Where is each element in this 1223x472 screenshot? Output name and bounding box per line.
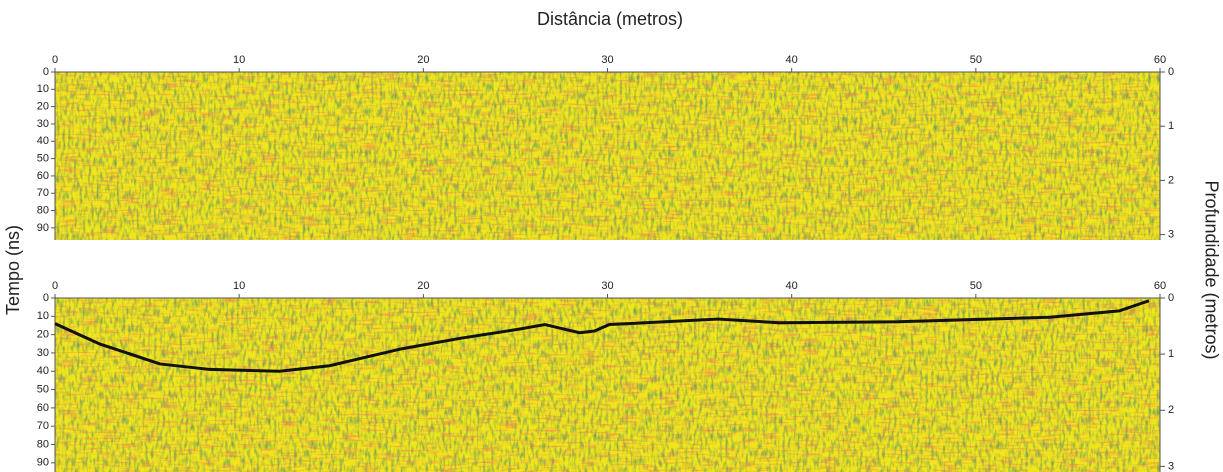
x-tick-label: 0 (52, 280, 58, 292)
y2-tick-label: 1 (1168, 348, 1174, 360)
y-tick-label: 70 (37, 187, 49, 199)
x-tick-label: 50 (970, 54, 982, 66)
y-tick-label: 90 (37, 222, 49, 234)
x-tick-label: 40 (786, 280, 798, 292)
y-tick-label: 60 (37, 402, 49, 414)
x-tick-label: 0 (52, 54, 58, 66)
y-tick-label: 20 (37, 101, 49, 113)
y-axis-label: Tempo (ns) (3, 225, 23, 315)
y-tick-label: 0 (43, 66, 49, 78)
y-tick-label: 10 (37, 83, 49, 95)
y2-tick-label: 0 (1168, 66, 1174, 78)
y-tick-label: 20 (37, 329, 49, 341)
x-tick-label: 50 (970, 280, 982, 292)
y2-tick-label: 3 (1168, 228, 1174, 240)
x-axis-label: Distância (metros) (537, 9, 683, 29)
x-tick-label: 20 (417, 54, 429, 66)
y2-tick-label: 2 (1168, 404, 1174, 416)
y-tick-label: 70 (37, 420, 49, 432)
y-tick-label: 50 (37, 383, 49, 395)
y2-tick-label: 0 (1168, 292, 1174, 304)
x-tick-label: 10 (233, 54, 245, 66)
y2-axis-label: Profundidade (metros) (1201, 180, 1221, 359)
y-tick-label: 60 (37, 170, 49, 182)
y-tick-label: 40 (37, 365, 49, 377)
y-tick-label: 90 (37, 457, 49, 469)
y2-tick-label: 3 (1168, 460, 1174, 472)
y-tick-label: 30 (37, 118, 49, 130)
x-tick-label: 10 (233, 280, 245, 292)
y-tick-label: 80 (37, 438, 49, 450)
y2-tick-label: 1 (1168, 120, 1174, 132)
radargram-texture (55, 72, 1160, 240)
y-tick-label: 30 (37, 347, 49, 359)
figure: Distância (metros) Tempo (ns) Profundida… (0, 0, 1223, 472)
y-tick-label: 40 (37, 135, 49, 147)
y-tick-label: 0 (43, 292, 49, 304)
x-tick-label: 20 (417, 280, 429, 292)
y2-tick-label: 2 (1168, 174, 1174, 186)
x-tick-label: 30 (601, 54, 613, 66)
y-tick-label: 10 (37, 310, 49, 322)
y-tick-label: 50 (37, 153, 49, 165)
x-tick-label: 60 (1154, 54, 1166, 66)
y-tick-label: 80 (37, 204, 49, 216)
x-tick-label: 60 (1154, 280, 1166, 292)
x-tick-label: 30 (601, 280, 613, 292)
x-tick-label: 40 (786, 54, 798, 66)
